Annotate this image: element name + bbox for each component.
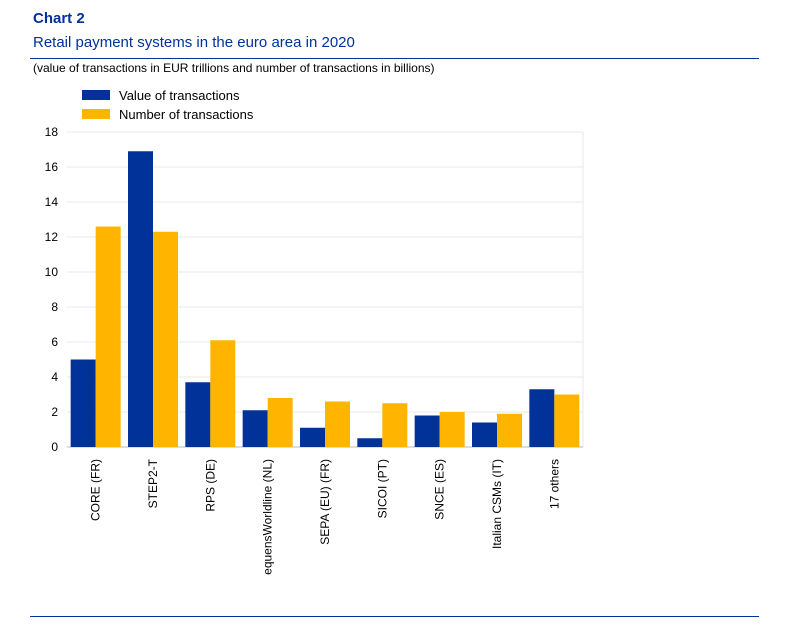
y-tick-label: 6: [51, 335, 58, 349]
y-tick-label: 18: [45, 125, 59, 139]
bar-number: [382, 403, 408, 447]
y-tick-label: 16: [45, 160, 59, 174]
x-tick-label: STEP2-T: [146, 458, 160, 508]
bar-value: [70, 359, 96, 447]
y-tick-label: 0: [51, 440, 58, 454]
x-tick-label: SNCE (ES): [433, 459, 447, 520]
y-tick-label: 12: [45, 230, 59, 244]
x-tick-label: equensWorldline (NL): [261, 459, 275, 575]
chart-number: Chart 2: [33, 10, 85, 27]
x-tick-label: 17 others: [547, 459, 561, 509]
y-tick-label: 4: [51, 370, 58, 384]
legend: Value of transactions Number of transact…: [82, 88, 254, 122]
bar-number: [210, 340, 236, 447]
bar-number: [554, 394, 580, 447]
x-tick-label: CORE (FR): [89, 459, 103, 521]
bar-number: [325, 401, 350, 447]
y-tick-label: 14: [45, 195, 59, 209]
bar-number: [153, 231, 178, 447]
x-tick-label: SEPA (EU) (FR): [318, 459, 332, 545]
y-tick-label: 10: [45, 265, 59, 279]
y-tick-label: 2: [51, 405, 58, 419]
bar-value: [529, 389, 555, 447]
bar-value: [300, 427, 325, 447]
bar-value: [414, 415, 440, 447]
title-divider: [30, 58, 759, 59]
bar-number: [267, 398, 293, 447]
bar-number: [439, 412, 465, 447]
bar-value: [357, 438, 383, 447]
bar-value: [472, 422, 497, 447]
legend-swatch-value: [82, 90, 110, 100]
y-tick-label: 8: [51, 300, 58, 314]
bar-value: [185, 382, 211, 447]
bar-number: [497, 413, 522, 447]
legend-label-value: Value of transactions: [119, 88, 240, 103]
bar-number: [95, 226, 121, 447]
x-tick-label: SICOI (PT): [375, 459, 389, 518]
legend-swatch-number: [82, 109, 110, 119]
x-tick-label: Italian CSMs (IT): [490, 459, 504, 549]
x-tick-label: RPS (DE): [203, 459, 217, 512]
footer-divider: [30, 616, 759, 617]
chart-title: Retail payment systems in the euro area …: [33, 34, 355, 51]
legend-label-number: Number of transactions: [119, 107, 254, 122]
bar-value: [242, 410, 268, 447]
chart-subtitle: (value of transactions in EUR trillions …: [33, 61, 435, 75]
bar-value: [128, 151, 153, 447]
